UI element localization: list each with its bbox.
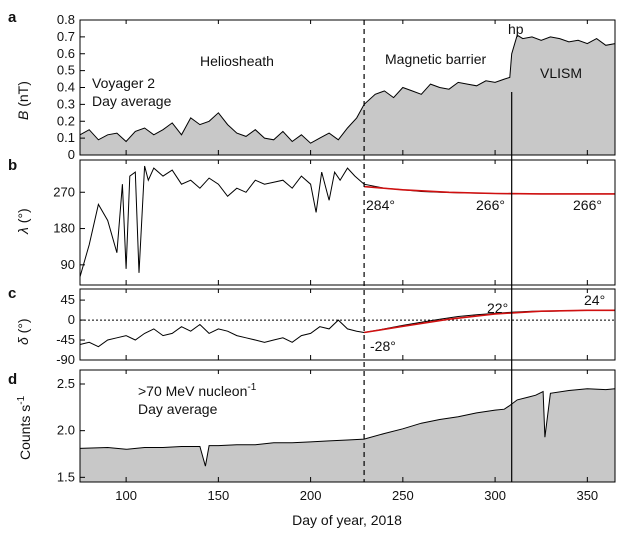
x-tick-label: 150 xyxy=(208,488,230,503)
panel-a-y-ticks: 0 0.1 0.2 0.30.4 0.5 0.6 0.7 0.8 xyxy=(57,12,85,162)
panel-a-letter: a xyxy=(8,9,17,26)
panel-a-title-line1: Voyager 2 xyxy=(92,75,155,91)
panel-b: b 90 180 270 λ (°) 284° 266° 266° xyxy=(8,157,616,286)
panel-a-y-tick-label: 0.6 xyxy=(57,46,75,61)
panel-c-series xyxy=(79,309,615,348)
heliosheath-label: Heliosheath xyxy=(200,53,274,69)
panel-d-area xyxy=(79,388,616,482)
panel-c-y-tick-label: -90 xyxy=(56,352,75,367)
panel-a-y-tick-label: 0.3 xyxy=(57,96,75,111)
panel-b-annot-284: 284° xyxy=(366,197,395,213)
panel-d-frame xyxy=(79,369,616,483)
panel-b-y-tick-label: 90 xyxy=(61,257,75,272)
panel-d-y-label: Counts s-1 xyxy=(16,395,33,460)
panel-c-y-tick-label: 45 xyxy=(61,292,75,307)
panel-c-y-ticks: 45 0 -45 -90 xyxy=(56,292,85,367)
panel-a-line xyxy=(79,34,616,144)
panel-a-y-label: B (nT) xyxy=(15,81,31,120)
panel-d-label-line1: >70 MeV nucleon-1 xyxy=(138,382,257,399)
panel-c-annot-24: 24° xyxy=(584,292,605,308)
panel-b-y-tick-label: 270 xyxy=(53,184,75,199)
panel-d-y-tick-label: 1.5 xyxy=(57,469,75,484)
panel-a-title-line2: Day average xyxy=(92,93,172,109)
panel-c-annot-22: 22° xyxy=(487,300,508,316)
panel-a-area xyxy=(79,34,616,156)
panel-d-y-ticks: 1.5 2.0 2.5 xyxy=(57,376,85,484)
panel-a: a 0 0.1 0.2 0.30.4 0.5 0.6 0.7 0.8 B (nT) Voyag… xyxy=(8,9,616,162)
panel-b-y-label: λ (°) xyxy=(15,208,31,235)
panel-b-y-tick-label: 180 xyxy=(53,221,75,236)
x-tick-labels: 100 150 200 250 300 350 xyxy=(115,488,598,503)
panel-d-y-tick-label: 2.5 xyxy=(57,376,75,391)
panel-a-fill xyxy=(80,35,615,156)
panel-c-line xyxy=(79,309,615,348)
panel-b-annot-266a: 266° xyxy=(476,197,505,213)
panel-c-y-tick-label: 0 xyxy=(68,312,75,327)
vlism-label: VLISM xyxy=(540,65,582,81)
x-axis-label: Day of year, 2018 xyxy=(292,512,402,528)
panel-d-x-ticks xyxy=(125,370,588,482)
panel-a-frame xyxy=(79,19,616,156)
panel-a-y-tick-label: 0.1 xyxy=(57,130,75,145)
panel-a-y-tick-label: 0.2 xyxy=(57,113,75,128)
panel-c-fit-line xyxy=(363,309,615,334)
panel-b-annot-266b: 266° xyxy=(573,197,602,213)
panel-c: c 45 0 -45 -90 δ (°) 22° 24° -28° xyxy=(8,285,616,367)
panel-b-y-ticks: 90 180 270 xyxy=(53,184,85,272)
panel-c-fit xyxy=(363,309,615,334)
panel-d-line xyxy=(79,388,616,467)
panel-b-fit-line xyxy=(364,185,615,195)
panel-b-letter: b xyxy=(8,157,17,174)
panel-b-x-ticks xyxy=(125,160,588,285)
panel-c-y-tick-label: -45 xyxy=(56,332,75,347)
panel-c-y-label: δ (°) xyxy=(15,318,31,345)
x-tick-label: 100 xyxy=(115,488,137,503)
hp-label: hp xyxy=(508,21,524,37)
x-tick-label: 350 xyxy=(576,488,598,503)
panel-d: d 1.5 2.0 2.5 Counts s-1 >70 MeV nucleon-1… xyxy=(8,369,616,484)
x-tick-label: 200 xyxy=(300,488,322,503)
panel-a-y-tick-label: 0.4 xyxy=(57,80,75,95)
magnetic-barrier-label: Magnetic barrier xyxy=(385,51,486,67)
panel-c-x-ticks xyxy=(125,289,588,360)
panel-a-x-ticks xyxy=(125,20,588,155)
panel-c-letter: c xyxy=(8,285,16,302)
panel-c-frame xyxy=(79,288,616,361)
panel-c-annot-minus28: -28° xyxy=(370,338,396,354)
panel-b-fit xyxy=(364,185,615,195)
panel-a-y-tick-label: 0 xyxy=(68,147,75,162)
x-tick-label: 300 xyxy=(484,488,506,503)
panel-b-frame xyxy=(79,159,616,286)
panel-d-letter: d xyxy=(8,371,17,388)
panel-a-y-tick-label: 0.5 xyxy=(57,63,75,78)
panel-b-line xyxy=(79,165,615,278)
panel-b-series xyxy=(79,165,615,278)
panel-d-y-tick-label: 2.0 xyxy=(57,423,75,438)
panel-d-fill xyxy=(80,388,615,482)
panel-a-y-tick-label: 0.8 xyxy=(57,12,75,27)
panel-d-label-line2: Day average xyxy=(138,401,218,417)
panel-a-y-tick-label: 0.7 xyxy=(57,29,75,44)
x-tick-label: 250 xyxy=(392,488,414,503)
